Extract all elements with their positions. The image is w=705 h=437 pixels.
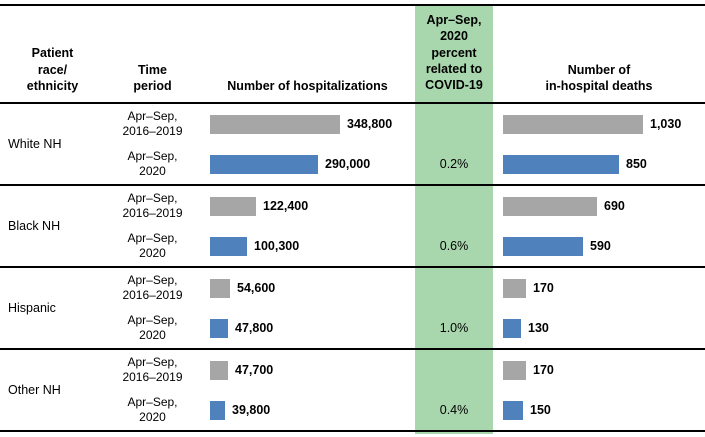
hospitalizations-value: 100,300 (254, 239, 300, 253)
data-row: Apr–Sep, 2020 47,800 1.0% 130 (105, 308, 705, 348)
deaths-bar (503, 114, 643, 134)
deaths-bar (503, 196, 597, 216)
deaths-cell: 150 (493, 400, 705, 420)
race-group: Black NH Apr–Sep, 2016–2019 122,400 690 Apr–… (0, 186, 705, 268)
hospitalizations-bar (210, 318, 228, 338)
hospitalizations-value: 47,700 (235, 363, 274, 377)
hospitalizations-bar (210, 278, 230, 298)
race-label: Black NH (8, 219, 61, 233)
deaths-cell: 170 (493, 360, 705, 380)
time-period-label: Apr–Sep, 2016–2019 (122, 355, 183, 384)
hospitalizations-value: 54,600 (237, 281, 276, 295)
chart-body: White NH Apr–Sep, 2016–2019 348,800 1,030 Ap… (0, 104, 705, 430)
deaths-bar (503, 400, 523, 420)
time-period-label: Apr–Sep, 2020 (127, 395, 178, 424)
race-label: Hispanic (8, 301, 56, 315)
covid-percent-value: 1.0% (439, 321, 469, 335)
header-covid-percent: Apr–Sep, 2020 percent related to COVID-1… (425, 13, 483, 92)
hospitalizations-value: 47,800 (235, 321, 274, 335)
time-period-label: Apr–Sep, 2016–2019 (122, 273, 183, 302)
hospitalizations-cell: 39,800 (200, 400, 415, 420)
deaths-value: 130 (528, 321, 549, 335)
hospitalizations-cell: 348,800 (200, 114, 415, 134)
deaths-value: 170 (533, 281, 554, 295)
covid-percent-value: 0.2% (439, 157, 469, 171)
deaths-bar (503, 360, 526, 380)
hospitalizations-bar (210, 154, 318, 174)
covid-percent-value: 0.4% (439, 403, 469, 417)
data-row: Apr–Sep, 2020 100,300 0.6% 590 (105, 226, 705, 266)
covid-percent-value: 0.6% (439, 239, 469, 253)
deaths-value: 590 (590, 239, 611, 253)
deaths-cell: 130 (493, 318, 705, 338)
deaths-cell: 850 (493, 154, 705, 174)
header-in-hospital-deaths: Number of in-hospital deaths (545, 62, 653, 93)
hospitalizations-value: 39,800 (232, 403, 271, 417)
deaths-value: 1,030 (650, 117, 682, 131)
hospitalizations-bar (210, 400, 225, 420)
hospitalizations-bar (210, 114, 340, 134)
race-group: White NH Apr–Sep, 2016–2019 348,800 1,030 Ap… (0, 104, 705, 186)
data-row: Apr–Sep, 2016–2019 348,800 1,030 (105, 104, 705, 144)
hospitalizations-value: 290,000 (325, 157, 371, 171)
time-period-label: Apr–Sep, 2020 (127, 231, 178, 260)
data-row: Apr–Sep, 2020 39,800 0.4% 150 (105, 390, 705, 430)
deaths-value: 690 (604, 199, 625, 213)
race-label: Other NH (8, 383, 61, 397)
hospitalizations-cell: 47,800 (200, 318, 415, 338)
hospitalizations-cell: 290,000 (200, 154, 415, 174)
group-rows: Apr–Sep, 2016–2019 348,800 1,030 Apr–Sep, 2… (105, 104, 705, 184)
hospitalizations-value: 348,800 (347, 117, 393, 131)
time-period-label: Apr–Sep, 2016–2019 (122, 109, 183, 138)
hospitalizations-value: 122,400 (263, 199, 309, 213)
deaths-bar (503, 154, 619, 174)
chart-content: Patient race/ ethnicity Time period Numb… (0, 4, 705, 432)
covid-percent-highlight-band (415, 4, 493, 434)
deaths-value: 150 (530, 403, 551, 417)
deaths-bar (503, 318, 521, 338)
deaths-cell: 170 (493, 278, 705, 298)
hospitalizations-bar (210, 236, 247, 256)
deaths-cell: 1,030 (493, 114, 705, 134)
data-row: Apr–Sep, 2020 290,000 0.2% 850 (105, 144, 705, 184)
hospitalizations-bar (210, 360, 228, 380)
race-group: Other NH Apr–Sep, 2016–2019 47,700 170 Apr–S… (0, 350, 705, 430)
chart-header-row: Patient race/ ethnicity Time period Numb… (0, 6, 705, 104)
race-group: Hispanic Apr–Sep, 2016–2019 54,600 170 Apr–S… (0, 268, 705, 350)
data-row: Apr–Sep, 2016–2019 54,600 170 (105, 268, 705, 308)
deaths-value: 850 (626, 157, 647, 171)
deaths-cell: 690 (493, 196, 705, 216)
deaths-cell: 590 (493, 236, 705, 256)
group-rows: Apr–Sep, 2016–2019 54,600 170 Apr–Sep, 2020… (105, 268, 705, 348)
deaths-bar (503, 236, 583, 256)
hospitalizations-bar (210, 196, 256, 216)
deaths-value: 170 (533, 363, 554, 377)
header-patient-race: Patient race/ ethnicity (26, 46, 79, 93)
deaths-bar (503, 278, 526, 298)
group-rows: Apr–Sep, 2016–2019 47,700 170 Apr–Sep, 2020… (105, 350, 705, 430)
hospitalizations-cell: 122,400 (200, 196, 415, 216)
data-row: Apr–Sep, 2016–2019 122,400 690 (105, 186, 705, 226)
header-hospitalizations: Number of hospitalizations (227, 78, 388, 93)
header-time-period: Time period (133, 62, 172, 93)
group-rows: Apr–Sep, 2016–2019 122,400 690 Apr–Sep, 202… (105, 186, 705, 266)
hospitalizations-cell: 47,700 (200, 360, 415, 380)
data-row: Apr–Sep, 2016–2019 47,700 170 (105, 350, 705, 390)
hospitalizations-cell: 100,300 (200, 236, 415, 256)
hospitalizations-cell: 54,600 (200, 278, 415, 298)
time-period-label: Apr–Sep, 2020 (127, 149, 178, 178)
time-period-label: Apr–Sep, 2020 (127, 313, 178, 342)
race-label: White NH (8, 137, 62, 151)
time-period-label: Apr–Sep, 2016–2019 (122, 191, 183, 220)
